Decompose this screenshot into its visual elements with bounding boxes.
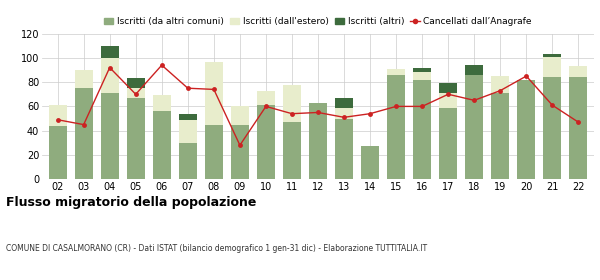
Bar (309, 103, 327, 179)
Bar (283, 85, 301, 122)
Bar (283, 122, 301, 179)
Bar (335, 108, 353, 118)
Bar (101, 93, 119, 179)
Text: COMUNE DI CASALMORANO (CR) - Dati ISTAT (bilancio demografico 1 gen-31 dic) - El: COMUNE DI CASALMORANO (CR) - Dati ISTAT … (6, 244, 427, 253)
Bar (127, 78, 145, 88)
Bar (335, 98, 353, 108)
Bar (127, 98, 145, 179)
Bar (49, 126, 67, 179)
Bar (439, 108, 457, 179)
Bar (439, 93, 457, 108)
Bar (205, 125, 223, 179)
Bar (231, 125, 249, 179)
Bar (543, 77, 562, 179)
Bar (205, 62, 223, 125)
Bar (152, 111, 171, 179)
Bar (413, 80, 431, 179)
Bar (387, 69, 405, 75)
Bar (491, 93, 509, 179)
Bar (413, 73, 431, 80)
Bar (543, 54, 562, 57)
Bar (361, 146, 379, 179)
Legend: Iscritti (da altri comuni), Iscritti (dall'estero), Iscritti (altri), Cancellati: Iscritti (da altri comuni), Iscritti (da… (104, 17, 532, 26)
Bar (413, 67, 431, 73)
Bar (465, 65, 484, 75)
Bar (179, 143, 197, 179)
Bar (152, 95, 171, 111)
Bar (569, 66, 587, 77)
Bar (335, 118, 353, 179)
Bar (257, 105, 275, 179)
Bar (49, 105, 67, 126)
Bar (257, 91, 275, 105)
Bar (491, 76, 509, 93)
Bar (101, 46, 119, 58)
Text: Flusso migratorio della popolazione: Flusso migratorio della popolazione (6, 196, 256, 209)
Bar (101, 58, 119, 93)
Bar (543, 57, 562, 77)
Bar (231, 106, 249, 125)
Bar (127, 88, 145, 98)
Bar (569, 77, 587, 179)
Bar (465, 75, 484, 179)
Bar (179, 120, 197, 143)
Bar (74, 70, 93, 88)
Bar (387, 75, 405, 179)
Bar (439, 83, 457, 93)
Bar (179, 114, 197, 120)
Bar (517, 80, 535, 179)
Bar (74, 88, 93, 179)
